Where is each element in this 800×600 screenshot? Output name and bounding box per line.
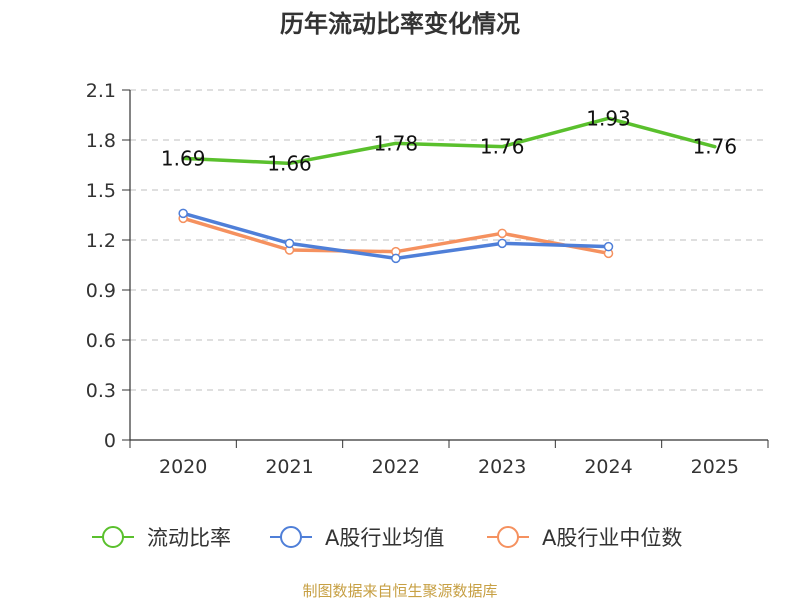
legend-label: 流动比率 [147, 526, 231, 550]
legend-marker [102, 526, 124, 548]
y-tick-label: 1.2 [86, 230, 116, 252]
data-point [391, 253, 401, 264]
data-point [284, 238, 295, 249]
x-tick-label: 2024 [584, 456, 632, 478]
x-tick-label: 2022 [372, 456, 420, 478]
data-label: 1.78 [374, 131, 419, 155]
legend-marker [497, 526, 519, 548]
legend: 流动比率 A股行业均值 A股行业中位数 [92, 526, 682, 550]
data-point [603, 241, 614, 252]
data-label: 1.66 [267, 151, 312, 175]
x-tick-label: 2025 [691, 456, 739, 478]
data-label: 1.76 [480, 135, 525, 159]
source-note: 制图数据来自恒生聚源数据库 [302, 582, 497, 600]
y-tick-label: 2.1 [86, 80, 116, 102]
data-label: 1.93 [586, 106, 631, 130]
chart-title: 历年流动比率变化情况 [280, 10, 520, 38]
y-tick-label: 1.8 [86, 130, 116, 152]
legend-marker [280, 526, 302, 548]
x-tick-label: 2023 [478, 456, 526, 478]
y-tick-label: 1.5 [86, 180, 116, 202]
y-tick-label: 0.6 [86, 330, 116, 352]
legend-label: A股行业均值 [325, 526, 444, 550]
data-point [497, 238, 507, 249]
legend-label: A股行业中位数 [542, 526, 682, 550]
axes: 0 0.3 0.6 0.9 1.2 1.5 1.8 2.1 2020 2021 2022 2023 20… [86, 80, 769, 478]
data-point [178, 208, 188, 219]
y-tick-label: 0.3 [86, 380, 116, 402]
y-tick-label: 0.9 [86, 280, 116, 302]
grid-lines [130, 89, 768, 391]
data-point [497, 228, 507, 239]
data-label: 1.76 [693, 135, 738, 159]
data-label: 1.69 [161, 146, 206, 170]
y-tick-label: 0 [104, 430, 116, 452]
data-labels: 1.69 1.66 1.78 1.76 1.93 1.76 [161, 106, 737, 175]
x-tick-label: 2020 [159, 456, 207, 478]
series-line [181, 116, 717, 166]
series-group [178, 116, 717, 264]
x-tick-label: 2021 [265, 456, 313, 478]
